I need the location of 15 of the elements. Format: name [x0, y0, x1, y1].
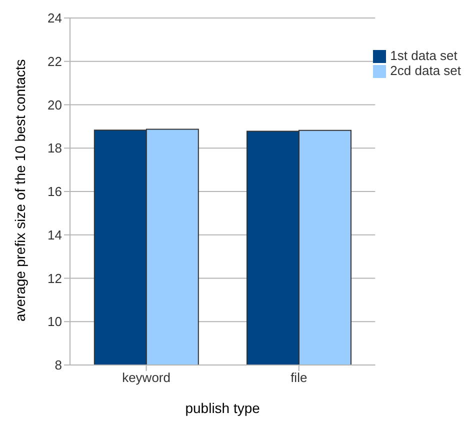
x-tick-label: keyword: [122, 370, 171, 386]
y-tick-label: 18: [48, 140, 62, 156]
y-tick-label: 24: [48, 10, 62, 26]
y-tick-label: 16: [48, 184, 62, 200]
x-axis-title: publish type: [185, 400, 260, 416]
legend-label: 2cd data set: [390, 63, 461, 78]
x-tick-label: file: [290, 370, 308, 386]
y-tick-label: 14: [48, 227, 62, 242]
y-tick-label: 22: [48, 54, 62, 69]
y-axis-title: average prefix size of the 10 best contacts: [12, 59, 28, 322]
y-tick-label: 20: [48, 97, 62, 112]
y-tick-label: 12: [48, 270, 62, 286]
y-tick-label: 8: [54, 358, 62, 373]
legend-label: 1st data set: [390, 48, 458, 63]
y-tick-label: 10: [48, 314, 62, 330]
